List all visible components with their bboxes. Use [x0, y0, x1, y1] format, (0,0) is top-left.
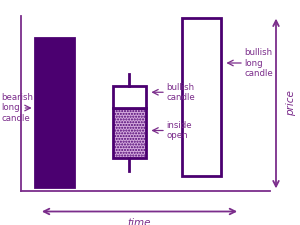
Text: time: time [128, 218, 151, 225]
Bar [34, 38, 74, 187]
Text: inside
open: inside open [167, 121, 192, 140]
Text: bullish
candle: bullish candle [167, 83, 195, 102]
Bar [112, 108, 146, 158]
Bar [112, 86, 146, 108]
Text: price: price [286, 90, 296, 117]
Text: bearish
long
candle: bearish long candle [2, 93, 34, 123]
Text: bullish
long
candle: bullish long candle [244, 48, 273, 78]
Bar [182, 18, 220, 176]
